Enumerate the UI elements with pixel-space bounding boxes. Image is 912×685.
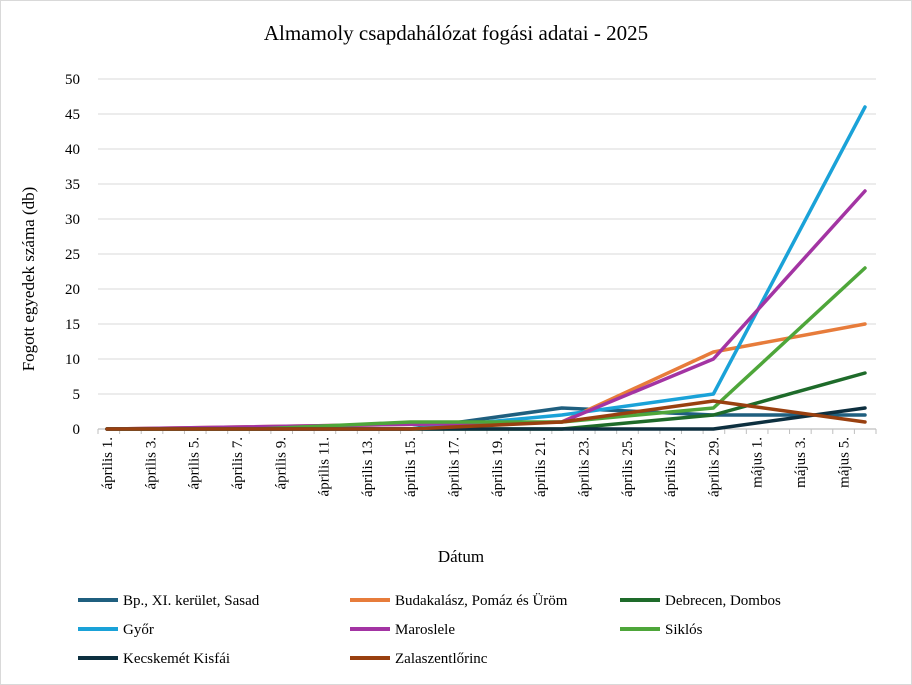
series-lines [105,105,867,431]
y-tick-label: 30 [65,212,80,228]
legend-label: Zalaszentlőrinc [395,651,488,667]
x-tick-label: április 1. [100,437,116,490]
x-tick-label: április 23. [576,437,592,497]
y-tick-label: 35 [65,177,80,193]
y-tick-label: 5 [73,387,81,403]
legend-label: Budakalász, Pomáz és Üröm [395,592,568,609]
x-tick-label: április 15. [403,437,419,497]
legend-label: Kecskemét Kisfái [123,651,230,667]
gridlines [98,78,876,395]
x-axis-ticks: április 1. április 3. április 5. április 7.… [100,437,852,497]
x-axis-title: Dátum [438,547,484,566]
y-tick-label: 20 [65,282,80,298]
legend-label: Siklós [665,622,703,638]
y-axis-title: Fogott egyedek száma (db) [19,187,38,372]
x-tick-label: április 7. [230,437,246,490]
x-tick-label: április 5. [187,437,203,490]
x-tick-label: április 25. [620,437,636,497]
y-tick-label: 15 [65,317,80,333]
legend-label: Debrecen, Dombos [665,593,781,609]
y-tick-label: 50 [65,72,80,88]
series-line-4 [105,105,867,431]
x-tick-label: április 13. [360,437,376,497]
series-line-5 [105,189,867,431]
x-tick-label: április 3. [143,437,159,490]
x-tick-label: április 19. [490,437,506,497]
legend-label: Bp., XI. kerület, Sasad [123,593,260,609]
legend-label: Maroslele [395,622,455,638]
chart-title: Almamoly csapdahálózat fogási adatai - 2… [264,21,648,45]
y-tick-label: 45 [65,107,80,123]
x-tick-label: április 27. [663,437,679,497]
legend: Bp., XI. kerület, Sasad Budakalász, Pomáz… [78,592,781,667]
y-tick-label: 25 [65,247,80,263]
y-axis-ticks: 0 5 10 15 20 25 30 35 40 45 50 [65,72,80,438]
x-tick-label: május 5. [836,437,852,488]
legend-label: Győr [123,622,154,638]
x-tick-label: május 3. [793,437,809,488]
series-line-8 [105,399,867,431]
x-tick-label: április 11. [317,437,333,496]
x-tick-label: április 29. [706,437,722,497]
x-tick-label: április 9. [273,437,289,490]
x-tick-label: április 21. [533,437,549,497]
y-tick-label: 0 [73,422,81,438]
y-tick-label: 40 [65,142,80,158]
y-tick-label: 10 [65,352,80,368]
x-tick-label: április 17. [447,437,463,497]
x-tick-label: május 1. [750,437,766,488]
